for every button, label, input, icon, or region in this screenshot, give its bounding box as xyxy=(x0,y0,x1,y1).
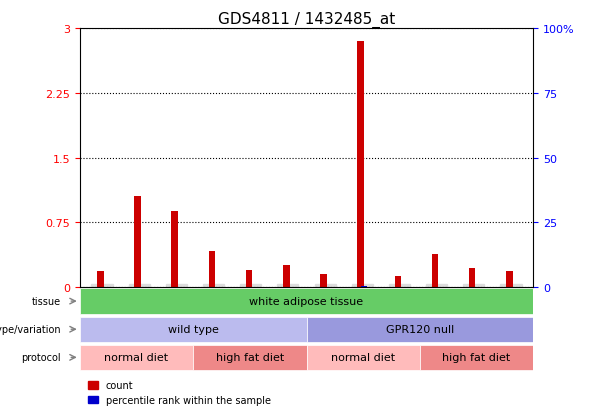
Bar xyxy=(469,268,476,287)
FancyBboxPatch shape xyxy=(80,317,306,342)
Bar xyxy=(357,42,364,287)
Bar xyxy=(208,251,215,287)
Text: genotype/variation: genotype/variation xyxy=(0,325,61,335)
Text: normal diet: normal diet xyxy=(104,353,169,363)
Text: normal diet: normal diet xyxy=(331,353,395,363)
Text: high fat diet: high fat diet xyxy=(443,353,511,363)
FancyBboxPatch shape xyxy=(306,317,533,342)
Title: GDS4811 / 1432485_at: GDS4811 / 1432485_at xyxy=(218,12,395,28)
Bar xyxy=(172,211,178,287)
Bar xyxy=(134,197,141,287)
Bar xyxy=(283,266,289,287)
Text: protocol: protocol xyxy=(21,353,61,363)
Text: high fat diet: high fat diet xyxy=(216,353,284,363)
Text: white adipose tissue: white adipose tissue xyxy=(249,297,364,306)
Bar xyxy=(246,270,253,287)
Text: GPR120 null: GPR120 null xyxy=(386,325,454,335)
FancyBboxPatch shape xyxy=(420,345,533,370)
Bar xyxy=(97,272,104,287)
Bar xyxy=(432,254,438,287)
Bar xyxy=(395,276,401,287)
FancyBboxPatch shape xyxy=(306,345,420,370)
Bar xyxy=(506,272,512,287)
Bar xyxy=(320,274,327,287)
FancyBboxPatch shape xyxy=(193,345,306,370)
Text: wild type: wild type xyxy=(168,325,218,335)
FancyBboxPatch shape xyxy=(80,345,193,370)
Text: tissue: tissue xyxy=(32,297,61,306)
Legend: count, percentile rank within the sample: count, percentile rank within the sample xyxy=(85,376,275,409)
FancyBboxPatch shape xyxy=(80,289,533,314)
